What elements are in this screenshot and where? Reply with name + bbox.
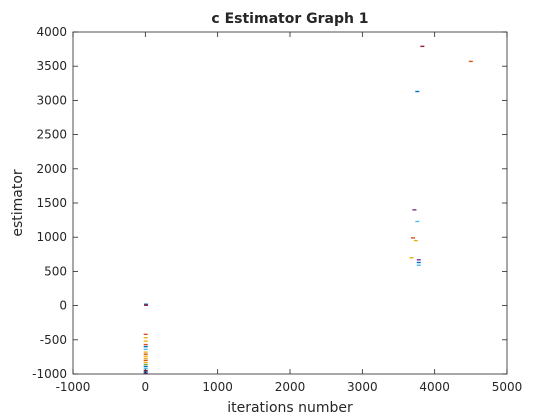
y-axis-label: estimator — [10, 169, 26, 237]
y-tick-label: 2500 — [36, 128, 67, 142]
y-axis: -1000 -500 0 500 1000 1500 2000 2500 3000 3500 400… — [32, 25, 507, 381]
data-marks — [143, 45, 473, 375]
chart-title: c Estimator Graph 1 — [211, 11, 368, 27]
x-tick-label: 0 — [142, 380, 150, 394]
y-tick-label: -500 — [40, 333, 67, 347]
y-tick-label: -1000 — [32, 367, 67, 381]
plot-area-frame — [72, 31, 508, 375]
x-tick-label: 2000 — [275, 380, 306, 394]
x-tick-label: 3000 — [347, 380, 378, 394]
y-tick-label: 3500 — [36, 59, 67, 73]
x-axis-label: iterations number — [227, 400, 353, 416]
x-tick-label: 4000 — [419, 380, 450, 394]
x-axis: -1000 0 1000 2000 3000 4000 5000 — [56, 32, 523, 394]
y-tick-label: 2000 — [36, 162, 67, 176]
x-tick-label: 1000 — [202, 380, 233, 394]
x-tick-label: 5000 — [492, 380, 523, 394]
y-tick-label: 500 — [44, 264, 67, 278]
y-tick-label: 1500 — [36, 196, 67, 210]
y-tick-label: 0 — [59, 299, 67, 313]
y-tick-label: 4000 — [36, 25, 67, 39]
x-tick-label: -1000 — [56, 380, 91, 394]
y-tick-label: 3000 — [36, 93, 67, 107]
y-tick-label: 1000 — [36, 230, 67, 244]
